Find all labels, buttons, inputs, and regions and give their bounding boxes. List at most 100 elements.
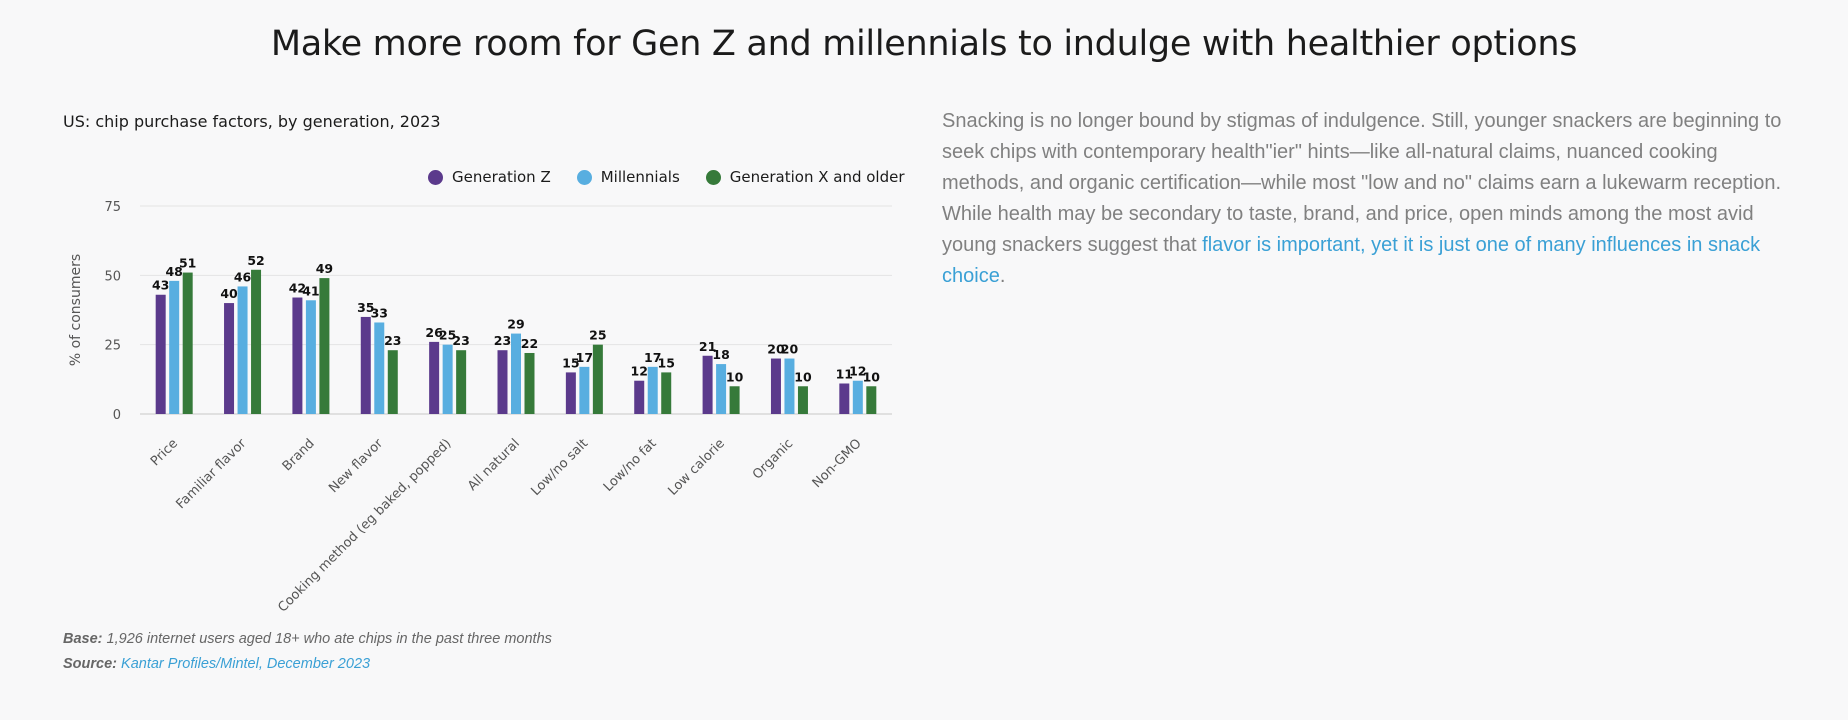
bar xyxy=(716,364,727,414)
legend-swatch-millennials xyxy=(576,169,592,185)
page-title: Make more room for Gen Z and millennials… xyxy=(270,24,1578,64)
y-tick-label: 75 xyxy=(104,200,121,215)
data-label: 23 xyxy=(494,333,511,348)
data-label: 10 xyxy=(794,369,812,384)
bar xyxy=(292,297,303,414)
legend-swatch-gen-z xyxy=(428,169,443,185)
data-label: 25 xyxy=(439,328,456,343)
footnote-source: Source: Kantar Profiles/Mintel, December… xyxy=(63,656,370,672)
legend-item-gen-x[interactable]: Generation X and older xyxy=(705,168,905,186)
data-label: 10 xyxy=(863,369,881,384)
x-tick-label: Familiar flavor xyxy=(173,436,249,512)
x-tick-label: All natural xyxy=(465,436,523,494)
bar xyxy=(456,350,467,414)
body-text-main: Snacking is no longer bound by stigmas o… xyxy=(942,110,1782,256)
data-label: 33 xyxy=(371,305,388,320)
data-label: 20 xyxy=(767,342,785,357)
bar xyxy=(251,269,262,414)
bar xyxy=(839,383,850,414)
chart-title: US: chip purchase factors, by generation… xyxy=(63,112,441,131)
bar xyxy=(524,352,535,414)
body-text-end: . xyxy=(999,265,1006,287)
bar xyxy=(852,380,863,414)
data-label: 11 xyxy=(836,366,853,381)
bar xyxy=(387,350,398,414)
y-axis-label: % of consumers xyxy=(68,254,84,366)
base-text: 1,926 internet users aged 18+ who ate ch… xyxy=(106,631,552,647)
data-label: 17 xyxy=(576,350,593,365)
bar xyxy=(169,280,180,414)
data-label: 41 xyxy=(302,283,319,298)
x-tick-label: Low/no salt xyxy=(528,436,591,499)
source-label: Source: xyxy=(63,656,117,672)
data-label: 49 xyxy=(316,261,333,276)
data-label: 29 xyxy=(507,317,524,332)
legend-item-gen-z[interactable]: Generation Z xyxy=(428,168,551,186)
bar xyxy=(702,355,713,414)
bar xyxy=(784,358,795,414)
bar xyxy=(224,303,235,414)
y-tick-label: 25 xyxy=(104,339,121,354)
legend-item-millennials[interactable]: Millennials xyxy=(576,168,680,186)
bar xyxy=(661,372,672,414)
bar xyxy=(360,316,371,414)
bar xyxy=(729,386,740,414)
x-tick-label: Price xyxy=(148,436,181,469)
bar xyxy=(647,366,658,414)
data-label: 46 xyxy=(234,269,252,284)
y-tick-label: 50 xyxy=(104,269,121,284)
bar xyxy=(565,372,576,414)
y-tick-label: 0 xyxy=(113,408,121,423)
chart-legend: Generation Z Millennials Generation X an… xyxy=(428,166,905,188)
legend-label-gen-x: Generation X and older xyxy=(729,168,905,186)
data-label: 15 xyxy=(562,355,579,370)
bar xyxy=(237,286,248,414)
legend-swatch-gen-x xyxy=(705,169,721,185)
bar xyxy=(579,366,590,414)
bar xyxy=(319,278,330,414)
data-label: 35 xyxy=(357,300,374,315)
bar xyxy=(592,344,603,414)
bar xyxy=(182,272,193,414)
data-label: 21 xyxy=(699,339,716,354)
bar xyxy=(305,300,316,414)
data-label: 12 xyxy=(631,364,648,379)
data-label: 42 xyxy=(289,281,306,296)
data-label: 17 xyxy=(644,350,661,365)
body-paragraph: Snacking is no longer bound by stigmas o… xyxy=(942,106,1802,292)
x-tick-label: New flavor xyxy=(326,436,386,496)
x-tick-label: Low/no fat xyxy=(601,436,660,495)
bar xyxy=(634,380,645,414)
bar xyxy=(866,386,877,414)
bar xyxy=(770,358,781,414)
bar xyxy=(511,333,521,414)
x-tick-label: Low calorie xyxy=(665,436,727,498)
bar xyxy=(497,350,508,414)
data-label: 51 xyxy=(179,256,196,271)
data-label: 48 xyxy=(165,264,182,279)
legend-label-gen-z: Generation Z xyxy=(452,168,551,186)
data-label: 43 xyxy=(152,278,169,293)
data-label: 23 xyxy=(384,333,401,348)
legend-label-millennials: Millennials xyxy=(600,168,680,186)
footnote-base: Base: 1,926 internet users aged 18+ who … xyxy=(63,631,552,647)
data-label: 15 xyxy=(658,355,675,370)
data-label: 20 xyxy=(781,342,799,357)
bar xyxy=(442,344,453,414)
source-link[interactable]: Kantar Profiles/Mintel, December 2023 xyxy=(121,656,371,672)
bar xyxy=(429,341,440,414)
data-label: 25 xyxy=(589,328,606,343)
x-tick-label: Organic xyxy=(750,436,796,482)
data-label: 40 xyxy=(220,286,238,301)
bar xyxy=(374,322,385,414)
data-label: 18 xyxy=(712,347,729,362)
data-label: 23 xyxy=(452,333,469,348)
bar xyxy=(155,294,166,414)
x-tick-label: Brand xyxy=(280,436,318,474)
bar xyxy=(797,386,808,414)
data-label: 22 xyxy=(521,336,538,351)
base-label: Base: xyxy=(63,631,103,647)
data-label: 12 xyxy=(849,364,866,379)
body-highlight-link[interactable]: flavor is important, yet it is just one … xyxy=(942,234,1761,287)
